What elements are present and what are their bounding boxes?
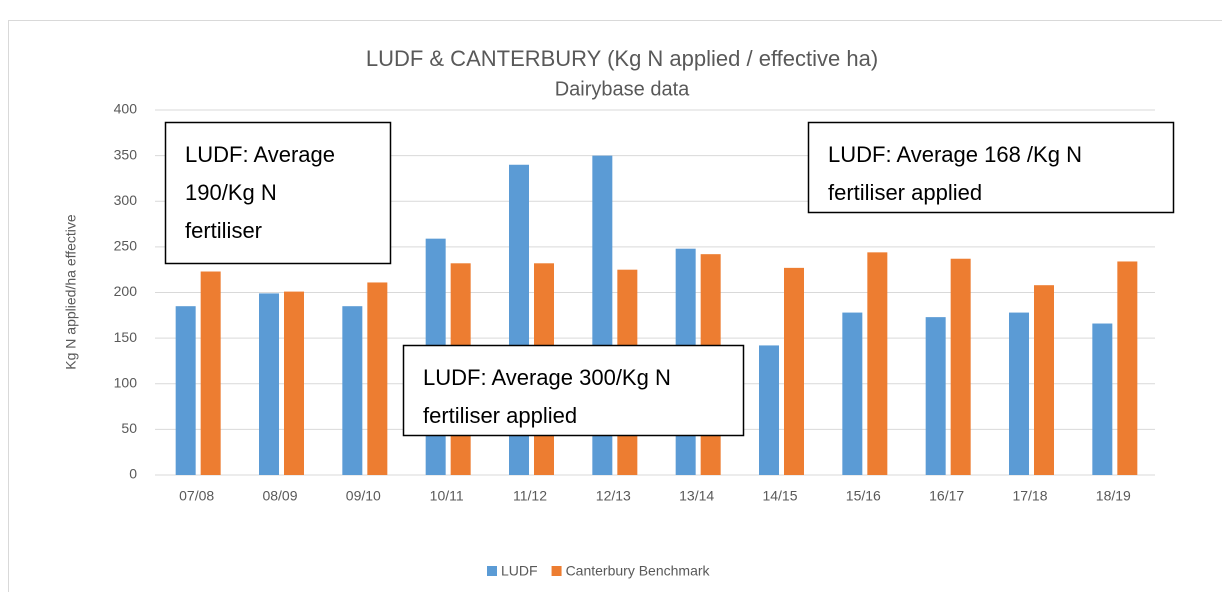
- annotation-box: [807, 121, 1175, 214]
- bar: [1009, 312, 1029, 475]
- legend-label: Canterbury Benchmark: [566, 563, 711, 579]
- annotation-box: [402, 344, 745, 437]
- y-tick-label: 400: [114, 101, 138, 117]
- bar: [367, 282, 388, 475]
- bar: [759, 345, 779, 475]
- x-tick-label: 10/11: [430, 488, 464, 504]
- bar: [284, 291, 304, 475]
- x-tick-label: 18/19: [1096, 488, 1131, 504]
- bar: [342, 306, 363, 475]
- bar: [925, 317, 946, 475]
- x-tick-label: 17/18: [1012, 488, 1047, 504]
- chart-subtitle: Dairybase data: [555, 78, 690, 100]
- annotation-box: [164, 121, 392, 265]
- bar: [1117, 261, 1138, 475]
- legend-label: LUDF: [501, 563, 538, 579]
- legend-swatch: [551, 566, 562, 576]
- annotation-text: LUDF: Average 300/Kg N: [423, 365, 671, 390]
- x-tick-label: 14/15: [762, 488, 797, 504]
- bar: [867, 252, 888, 475]
- chart-title: LUDF & CANTERBURY (Kg N applied / effect…: [366, 46, 878, 71]
- y-tick-label: 100: [114, 374, 138, 390]
- x-tick-label: 07/08: [179, 488, 214, 504]
- x-tick-label: 15/16: [846, 488, 881, 504]
- annotation-text: fertiliser: [185, 218, 262, 243]
- x-tick-label: 16/17: [929, 488, 964, 504]
- bar: [259, 293, 279, 475]
- bar: [950, 258, 971, 475]
- annotation-text: fertiliser applied: [828, 180, 982, 205]
- y-axis-label: Kg N applied/ha effective: [63, 214, 79, 370]
- annotation-text: 190/Kg N: [185, 180, 277, 205]
- y-tick-label: 150: [114, 329, 138, 345]
- annotation-text: fertiliser applied: [423, 403, 577, 428]
- bar: [842, 312, 863, 475]
- y-tick-label: 250: [114, 238, 138, 254]
- bar: [1034, 285, 1054, 475]
- y-tick-label: 0: [129, 466, 137, 482]
- annotation-text: LUDF: Average: [185, 142, 335, 167]
- y-tick-label: 50: [121, 420, 137, 436]
- x-tick-label: 11/12: [513, 488, 547, 504]
- legend-swatch: [487, 566, 497, 576]
- x-tick-label: 12/13: [596, 488, 631, 504]
- y-tick-label: 350: [114, 146, 138, 162]
- bar: [200, 271, 221, 475]
- y-tick-label: 200: [114, 283, 138, 299]
- bar: [784, 267, 804, 475]
- annotation-text: LUDF: Average 168 /Kg N: [828, 142, 1082, 167]
- x-tick-label: 09/10: [346, 488, 381, 504]
- bar: [175, 306, 196, 475]
- y-tick-label: 300: [114, 192, 138, 208]
- x-tick-label: 13/14: [679, 488, 714, 504]
- bar: [1092, 323, 1113, 475]
- x-tick-label: 08/09: [262, 488, 297, 504]
